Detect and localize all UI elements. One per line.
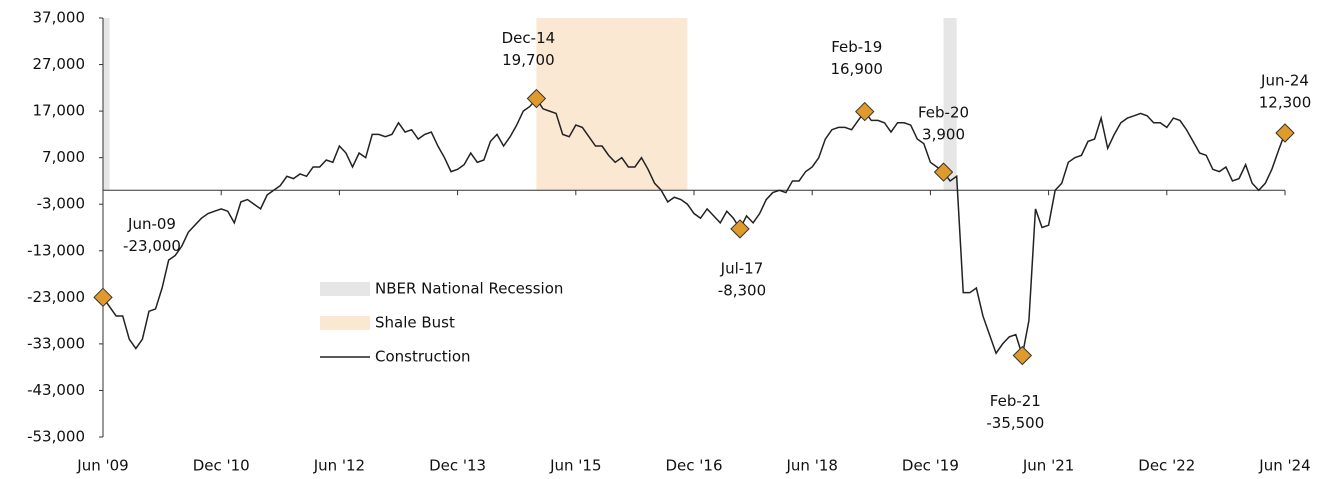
x-tick-label: Jun '09: [76, 457, 128, 475]
x-tick-label: Dec '13: [429, 457, 486, 475]
y-tick-label: 7,000: [42, 148, 85, 166]
annotation-marker: [1275, 123, 1295, 143]
annotation-value: 19,700: [502, 51, 555, 69]
x-tick-label: Dec '10: [193, 457, 250, 475]
legend-label: Construction: [375, 348, 471, 366]
annotation-date: Feb-21: [990, 392, 1041, 410]
y-tick-label: -3,000: [37, 195, 85, 213]
series-line: [102, 97, 1286, 356]
band: [103, 18, 110, 191]
y-tick-label: 17,000: [33, 102, 86, 120]
legend-swatch: [320, 282, 370, 296]
y-tick-label: 27,000: [33, 55, 86, 73]
annotation-date: Dec-14: [502, 29, 556, 47]
y-tick-label: -23,000: [27, 288, 85, 306]
annotation-marker: [855, 101, 875, 122]
legend-label: NBER National Recession: [375, 280, 563, 298]
annotation-marker: [730, 219, 750, 239]
annotation-date: Jun-09: [127, 215, 176, 233]
y-tick-label: 37,000: [33, 9, 86, 27]
annotation-value: -8,300: [718, 281, 766, 299]
annotation-marker: [93, 287, 113, 308]
y-tick-label: -53,000: [27, 428, 85, 446]
annotation-value: 12,300: [1259, 93, 1312, 111]
y-tick-label: -33,000: [27, 334, 85, 352]
y-tick-label: -13,000: [27, 241, 85, 259]
x-tick-label: Jun '18: [785, 457, 837, 475]
x-tick-label: Jun '12: [313, 457, 365, 475]
annotation-marker: [933, 162, 954, 182]
legend-swatch: [320, 316, 370, 330]
band: [943, 18, 957, 191]
x-tick-label: Jun '21: [1022, 457, 1074, 475]
legend-label: Shale Bust: [375, 314, 455, 332]
x-tick-label: Dec '19: [902, 457, 959, 475]
annotation-marker: [1012, 345, 1033, 366]
annotation-value: 16,900: [830, 60, 883, 78]
annotation-marker: [526, 88, 547, 109]
x-tick-label: Dec '22: [1138, 457, 1195, 475]
annotation-date: Jul-17: [720, 259, 764, 277]
annotation-value: -35,500: [986, 414, 1044, 432]
annotation-date: Jun-24: [1260, 71, 1309, 89]
x-tick-label: Dec '16: [665, 457, 722, 475]
x-tick-label: Jun '24: [1258, 457, 1310, 475]
y-tick-label: -43,000: [27, 381, 85, 399]
x-tick-label: Jun '15: [549, 457, 601, 475]
band: [536, 18, 688, 191]
annotation-value: -23,000: [123, 237, 181, 255]
annotation-value: 3,900: [922, 126, 965, 144]
annotation-date: Feb-19: [831, 38, 882, 56]
annotation-date: Feb-20: [918, 104, 969, 122]
